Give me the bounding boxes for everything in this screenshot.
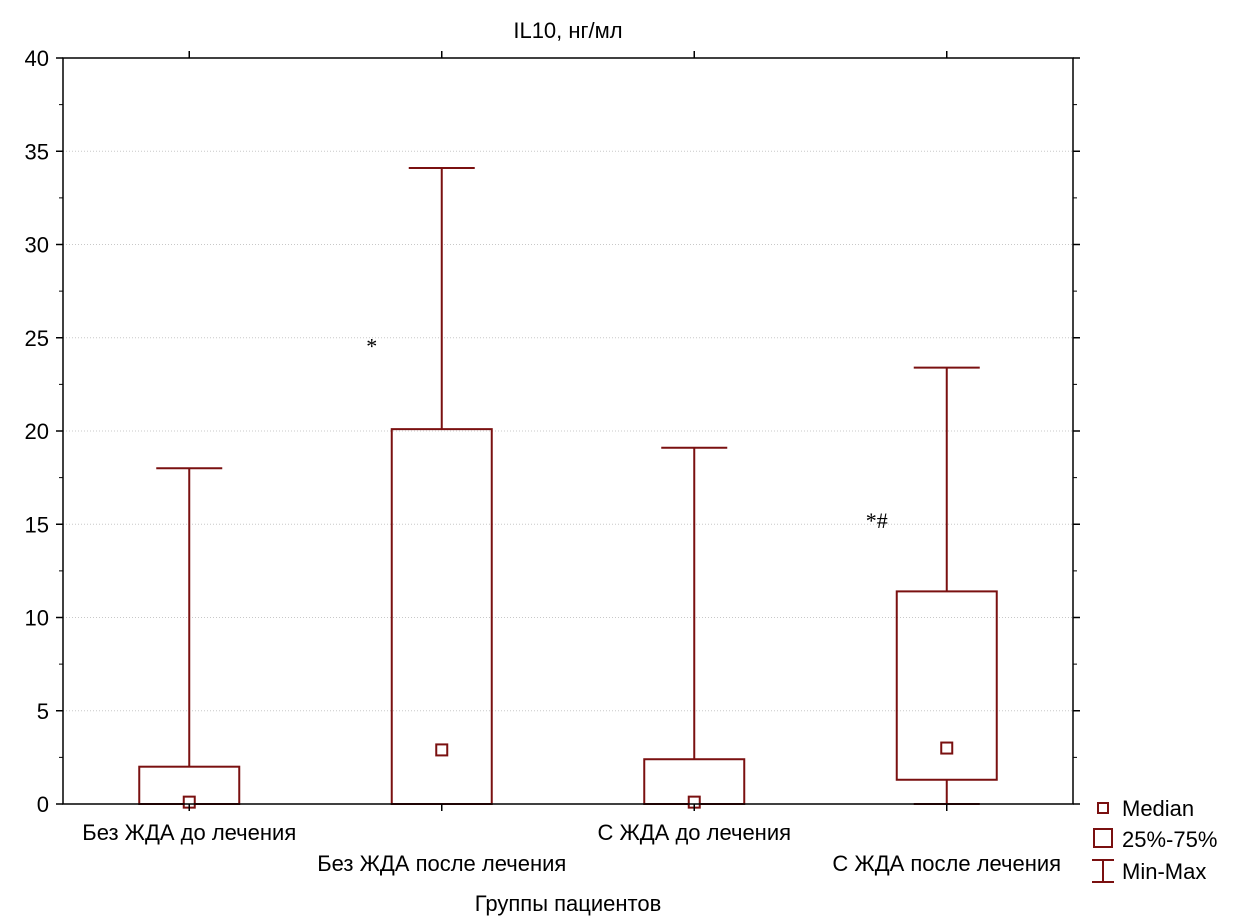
boxes: * *#	[138, 167, 998, 809]
box-group	[138, 467, 241, 809]
significance-annotation: *#	[866, 508, 888, 533]
chart-title: IL10, нг/мл	[513, 18, 622, 43]
legend-label-minmax: Min-Max	[1122, 859, 1206, 884]
legend-median-icon	[1097, 802, 1109, 814]
grid-lines	[63, 150, 1073, 712]
y-tick-label: 5	[37, 699, 49, 724]
iqr-box	[895, 590, 998, 781]
median-marker	[940, 741, 954, 755]
legend: Median 25%-75% Min-Max	[1092, 796, 1217, 884]
y-tick-label: 0	[37, 792, 49, 817]
box-group: *#	[866, 366, 998, 805]
y-axis-ticks: 0 5 10 15 20 25 30 35 40	[25, 46, 1080, 817]
y-tick-label: 35	[25, 139, 49, 164]
median-marker	[435, 743, 449, 757]
x-tick-label: Без ЖДА после лечения	[317, 851, 566, 876]
legend-label-median: Median	[1122, 796, 1194, 821]
y-tick-label: 40	[25, 46, 49, 71]
box-group: *	[366, 167, 493, 805]
x-axis-ticks: Без ЖДА до лечения Без ЖДА после лечения С…	[82, 51, 1061, 876]
y-tick-label: 20	[25, 419, 49, 444]
legend-box-icon	[1093, 828, 1113, 848]
box-group	[643, 446, 746, 809]
y-tick-label: 10	[25, 606, 49, 631]
y-tick-label: 25	[25, 326, 49, 351]
x-axis-label: Группы пациентов	[475, 891, 662, 916]
x-tick-label: Без ЖДА до лечения	[82, 820, 296, 845]
y-tick-label: 15	[25, 512, 49, 537]
x-tick-label: С ЖДА после лечения	[832, 851, 1061, 876]
significance-annotation: *	[366, 334, 377, 359]
x-tick-label: С ЖДА до лечения	[597, 820, 791, 845]
legend-label-iqr: 25%-75%	[1122, 827, 1217, 852]
y-tick-label: 30	[25, 233, 49, 258]
